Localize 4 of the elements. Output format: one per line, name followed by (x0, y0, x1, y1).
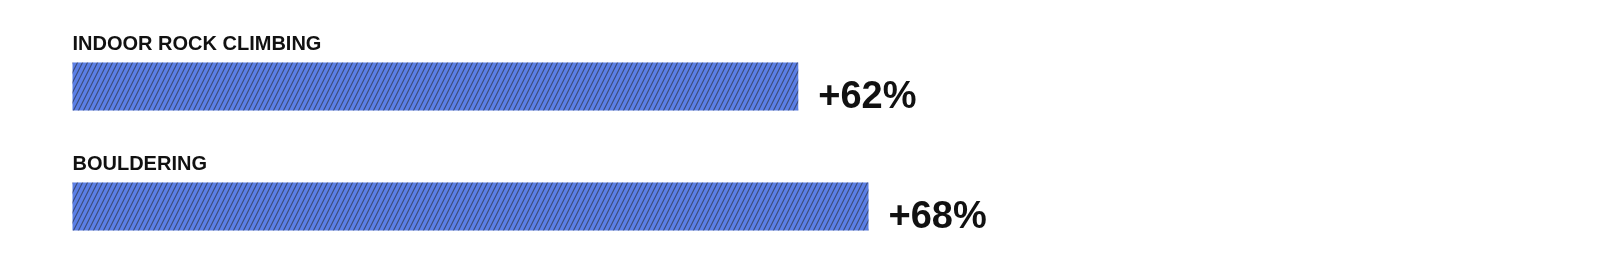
y-tick-label: INDOOR ROCK CLIMBING (72, 31, 322, 54)
y-tick-label: BOULDERING (72, 151, 207, 174)
data-label: +68% (888, 193, 987, 236)
data-label: +62% (818, 73, 917, 116)
